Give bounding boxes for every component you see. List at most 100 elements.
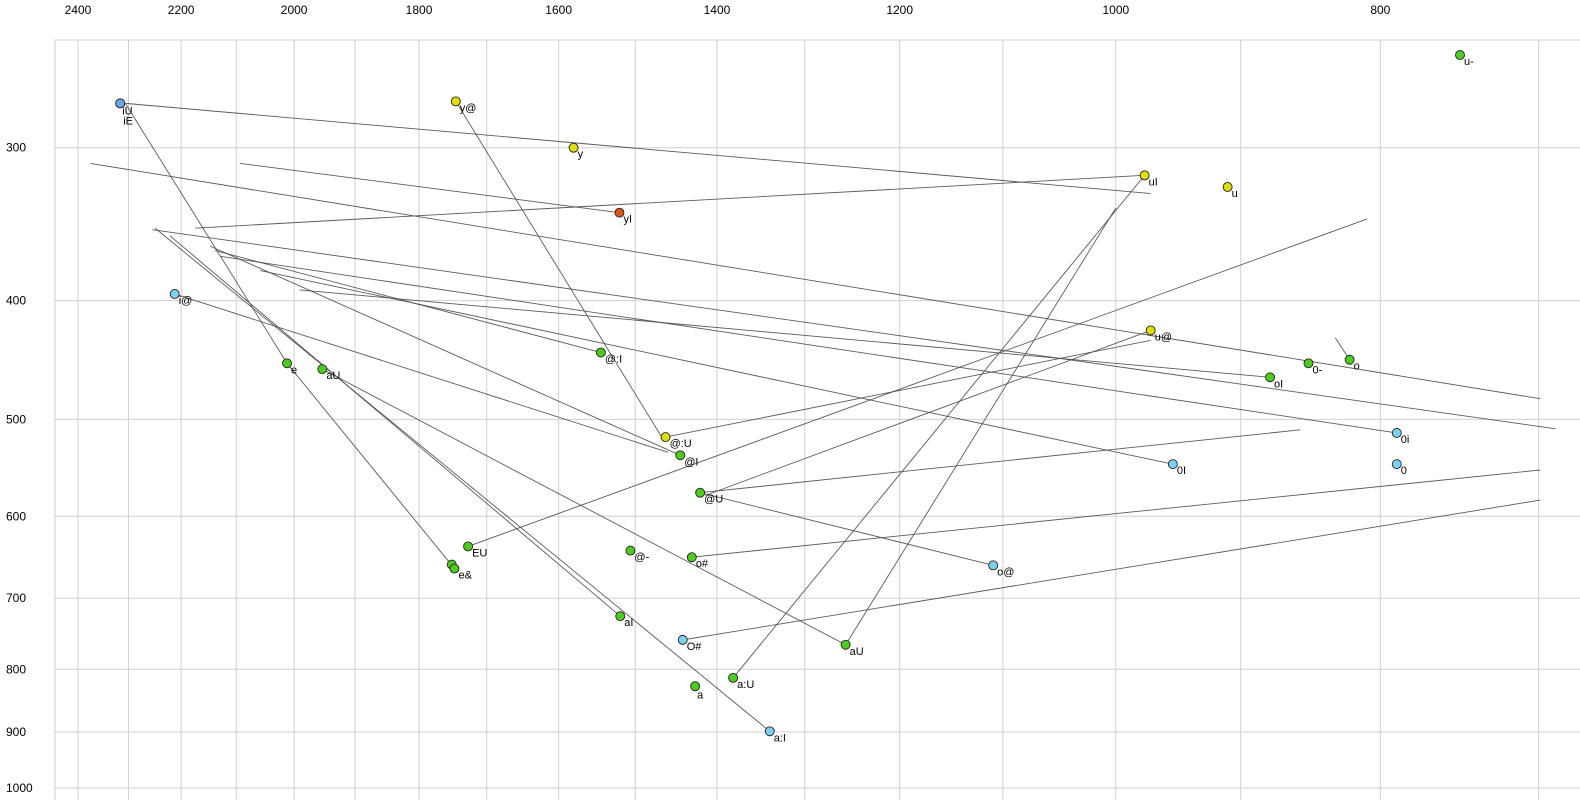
data-point-oI[interactable] [1265,372,1276,383]
data-point-label: a:I [774,732,786,744]
y-axis-tick-label: 900 [6,725,26,739]
x-axis-tick-label: 1200 [886,3,913,17]
data-point-@-[interactable] [625,545,636,556]
data-points [115,50,1465,737]
data-point-label: 0- [1312,364,1322,376]
trajectory-line-O# [682,499,1541,641]
x-axis-tick-label: 1000 [1102,3,1129,17]
data-point-@I[interactable] [675,450,686,461]
x-axis-tick-label: 1400 [704,3,731,17]
data-point-label: o# [696,558,709,570]
data-point-label: e [291,364,297,376]
trajectory-line-EU [467,218,1368,547]
data-point-label: o [1354,361,1360,373]
trajectory-line-uI [195,174,1145,229]
trajectory-line-0I [260,270,1173,465]
trajectory-line-yI [240,162,620,214]
data-point-u-[interactable] [1455,50,1465,60]
data-point-label: u@ [1155,331,1172,343]
data-point-O#[interactable] [677,634,688,645]
trajectory-line-y@ [455,101,663,439]
y-axis-tick-label: 400 [6,294,26,308]
data-point-label: e& [458,570,472,582]
data-point-u[interactable] [1222,182,1233,192]
data-point-label: @- [634,552,649,564]
data-point-u@[interactable] [1145,325,1156,336]
x-axis-tick-label: 800 [1370,3,1390,17]
data-point-label: @:U [670,438,692,450]
data-point-y[interactable] [568,142,579,153]
trajectory-line-iE [124,103,288,364]
data-point-aU[interactable] [840,639,851,650]
data-point-label: O# [687,641,703,653]
data-point-label: y@ [460,102,477,114]
data-point-label: i@ [179,295,193,307]
data-point-uI[interactable] [1139,170,1150,181]
data-point-label: iU [122,105,132,117]
y-axis-tick-label: 500 [6,412,26,426]
data-point-0i[interactable] [1391,428,1402,438]
data-point-e&[interactable] [449,563,460,574]
data-point-a[interactable] [690,681,701,692]
y-axis-tick-label: 1000 [6,781,33,795]
trajectory-line-0i [219,255,1397,434]
data-point-label: EU [472,547,487,559]
trajectory-line-aU-1 [322,368,846,646]
data-point-@:U[interactable] [660,432,671,443]
trajectory-lines [90,101,1556,732]
data-point-@U[interactable] [695,487,706,498]
axis-tick-labels: 2400 2200 2000 1800 1600 1400 1200 1000 800 300 40… [6,3,1391,795]
trajectory-line-a:U [732,175,1145,679]
trajectory-line-long-2 [152,229,1556,430]
data-point-label: yI [623,214,632,226]
trajectory-line-e& [286,363,455,569]
trajectory-line-a:I [154,227,771,732]
x-axis-tick-label: 1600 [545,3,572,17]
x-axis-tick-label: 2400 [65,3,92,17]
data-point-0I[interactable] [1167,459,1178,470]
data-point-o#[interactable] [686,552,697,563]
data-point-yI[interactable] [614,207,625,218]
data-point-label: @:I [605,354,622,366]
trajectory-line-@:U [665,339,1151,438]
data-point-label: u- [1464,56,1474,68]
data-point-label: @U [704,494,723,506]
x-axis-tick-label: 2200 [168,3,195,17]
data-point-a:I[interactable] [764,726,775,737]
data-point-label: a [697,689,704,701]
data-point-iE[interactable] [115,98,126,109]
data-point-label: @I [684,456,698,468]
data-point-@:I[interactable] [595,347,606,358]
trajectory-line-aI [169,235,621,617]
data-point-label: a:U [737,679,754,691]
y-axis-tick-label: 600 [6,509,26,523]
data-point-y@[interactable] [450,96,461,107]
data-point-o[interactable] [1344,354,1355,365]
data-point-label: uI [1149,176,1158,188]
data-point-0-[interactable] [1303,358,1314,369]
trajectory-line-aU-2 [845,207,1117,646]
data-point-a:U[interactable] [728,672,739,683]
data-point-EU[interactable] [463,541,474,552]
data-point-0[interactable] [1391,459,1402,470]
data-point-label: 0 [1401,465,1407,477]
data-point-aU[interactable] [317,364,328,375]
trajectory-line-oI [299,289,1271,378]
data-point-e[interactable] [282,358,292,369]
trajectory-line-@I [209,245,681,456]
y-axis-tick-label: 800 [6,662,26,676]
data-point-i@[interactable] [169,289,180,299]
trajectory-line-o# [691,469,1541,558]
data-point-o@[interactable] [988,560,999,571]
data-point-label: 0I [1177,465,1186,477]
y-axis-tick-label: 300 [6,141,26,155]
data-point-label: 0i [1401,434,1410,446]
trajectory-line-long-1 [90,162,1541,400]
data-point-label: aI [624,617,633,629]
data-point-aI[interactable] [615,611,626,622]
y-axis-tick-label: 700 [6,591,26,605]
